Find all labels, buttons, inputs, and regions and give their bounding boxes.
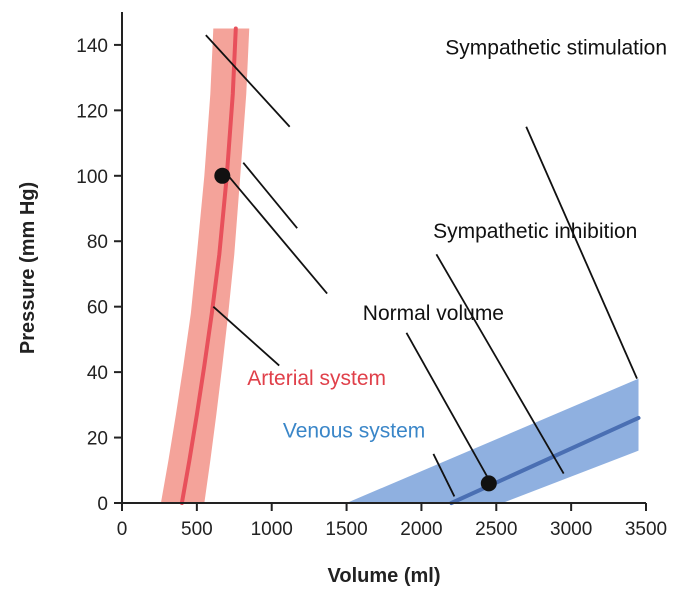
x-tick-label: 0 xyxy=(117,519,128,540)
y-tick-label: 80 xyxy=(87,232,108,253)
leader-line xyxy=(242,162,298,229)
venous-line xyxy=(449,415,641,505)
x-tick-label: 500 xyxy=(181,519,213,540)
annotation-label: Normal volume xyxy=(363,302,504,325)
x-tick-label: 1000 xyxy=(251,519,293,540)
annotation-label: Sympathetic inhibition xyxy=(433,220,637,243)
leader-line xyxy=(212,306,280,367)
y-tick-label: 0 xyxy=(97,494,108,515)
leader-lines-layer xyxy=(205,34,638,497)
markers-layer xyxy=(214,167,497,492)
annotation-label: Sympathetic stimulation xyxy=(445,37,667,60)
x-tick-label: 3000 xyxy=(550,519,592,540)
y-tick-label: 40 xyxy=(87,363,108,384)
arterial-band xyxy=(160,28,250,503)
x-axis-title: Volume (ml) xyxy=(328,565,441,587)
x-tick-label: 1500 xyxy=(325,519,367,540)
y-tick-label: 100 xyxy=(76,167,108,188)
y-tick-label: 140 xyxy=(76,36,108,57)
leader-line xyxy=(405,332,489,478)
venous-normal-volume-point xyxy=(480,475,497,492)
ticks-layer: 0 500 1000 1500 2000 2500 3000 3500 0 20 40 60 80 100… xyxy=(76,36,667,540)
y-axis-title: Pressure (mm Hg) xyxy=(17,182,39,354)
annotation-labels-layer: Sympathetic stimulation Sympathetic inhib… xyxy=(247,37,667,443)
axes-layer xyxy=(121,12,646,504)
annotation-label: Venous system xyxy=(283,420,425,443)
lines-layer xyxy=(179,26,641,505)
x-tick-label: 2500 xyxy=(475,519,517,540)
annotation-label: Arterial system xyxy=(247,367,386,390)
x-tick-label: 2000 xyxy=(400,519,442,540)
leader-line xyxy=(227,175,328,295)
y-tick-label: 20 xyxy=(87,429,108,450)
leader-line xyxy=(525,126,638,380)
x-tick-label: 3500 xyxy=(625,519,667,540)
leader-line xyxy=(205,34,291,128)
y-tick-label: 60 xyxy=(87,298,108,319)
y-tick-label: 120 xyxy=(76,101,108,122)
leader-line xyxy=(435,253,565,475)
venous-band xyxy=(346,378,639,503)
leader-line xyxy=(432,453,456,497)
arterial-normal-volume-point xyxy=(214,167,231,184)
arterial-line xyxy=(179,26,238,505)
